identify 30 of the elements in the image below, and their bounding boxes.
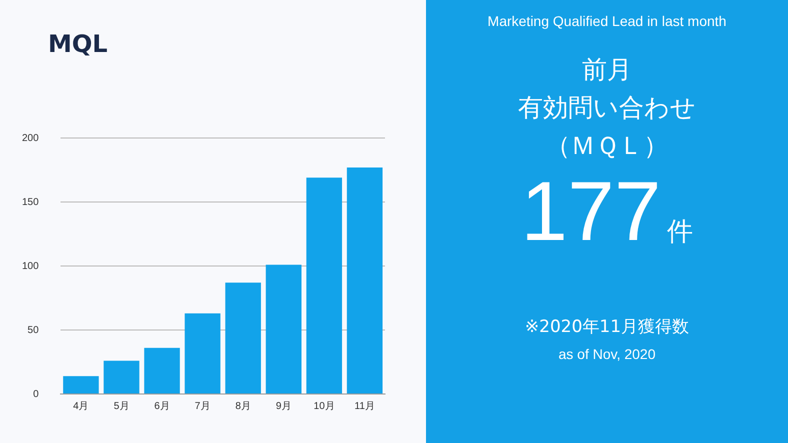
y-tick-label: 200 [22,132,40,144]
text: as of Nov, 2020 [557,346,657,362]
text: 件 [667,217,694,247]
x-tick-label: 10月 [314,400,335,412]
bar [63,376,99,394]
chart-title: MQL [48,30,108,58]
bar [346,167,383,394]
x-tick-label: 8月 [235,400,251,412]
x-tick-label: 6月 [154,400,170,412]
text: 前月 [581,54,633,86]
bar [306,178,342,394]
x-tick-label: 5月 [114,400,130,412]
y-tick-label: 150 [22,196,40,208]
x-tick-label: 11月 [354,400,375,412]
y-tick-label: 0 [33,388,40,400]
text: 177 [520,164,662,258]
x-tick-label: 4月 [73,400,89,412]
text: （ＭＱＬ） [544,130,670,162]
bar [184,313,220,394]
bar [104,360,140,394]
text: 有効問い合わせ [517,92,697,124]
y-tick-label: 100 [22,260,40,272]
bar [144,348,180,394]
bar [225,282,261,394]
y-tick-label: 50 [28,324,40,336]
x-tick-label: 7月 [194,400,210,412]
text: Marketing Qualified Lead in last month [486,13,728,29]
text: ※2020年11月獲得数 [524,316,690,338]
bar [266,264,302,394]
x-tick-label: 9月 [276,400,292,412]
